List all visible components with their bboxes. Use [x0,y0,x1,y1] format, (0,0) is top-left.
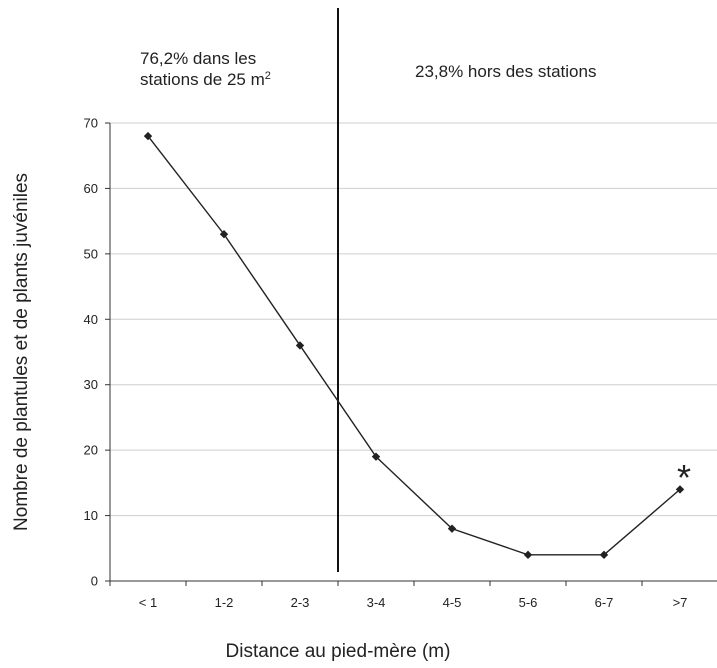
y-tick-label: 10 [84,508,98,523]
annotation-left-line2-text: stations de 25 m [140,70,265,89]
x-tick-label: 1-2 [215,595,234,610]
y-tick-label: 70 [84,116,98,131]
data-point [523,550,533,560]
x-tick-label: >7 [673,595,688,610]
data-point [675,485,685,494]
annotation-right: 23,8% hors des stations [415,62,596,81]
y-tick-label: 20 [84,443,98,458]
data-point [599,550,609,560]
x-axis-title: Distance au pied-mère (m) [226,641,451,662]
y-tick-label: 30 [84,377,98,392]
data-point [371,452,381,461]
y-tick-label: 60 [84,181,98,196]
x-tick-label: 4-5 [443,595,462,610]
annotation-left-line1: 76,2% dans les [140,49,256,68]
grid-lines [110,122,717,517]
x-tick-label: < 1 [139,595,157,610]
series-line [147,135,681,556]
data-point [143,131,153,141]
data-points [143,131,685,560]
x-tick-labels: < 1 1-2 2-3 3-4 4-5 5-6 6-7 >7 [109,581,688,610]
y-tick-label: 0 [91,574,98,589]
x-tick-label: 6-7 [595,595,614,610]
y-tick-label: 50 [84,246,98,261]
y-tick-labels: 0 10 20 30 40 50 60 70 [84,116,110,589]
data-point [219,230,229,239]
data-point [447,524,457,533]
x-tick-label: 3-4 [367,595,386,610]
y-axis-title: Nombre de plantules et de plants juvénil… [11,173,32,531]
axes [109,123,717,582]
data-point [295,341,305,350]
y-tick-label: 40 [84,312,98,327]
x-tick-label: 5-6 [519,595,538,610]
annotation-asterisk: * [677,457,691,498]
annotation-left-line2-sup: 2 [265,70,271,82]
annotation-left-line2: stations de 25 m2 [140,70,271,89]
x-tick-label: 2-3 [291,595,310,610]
